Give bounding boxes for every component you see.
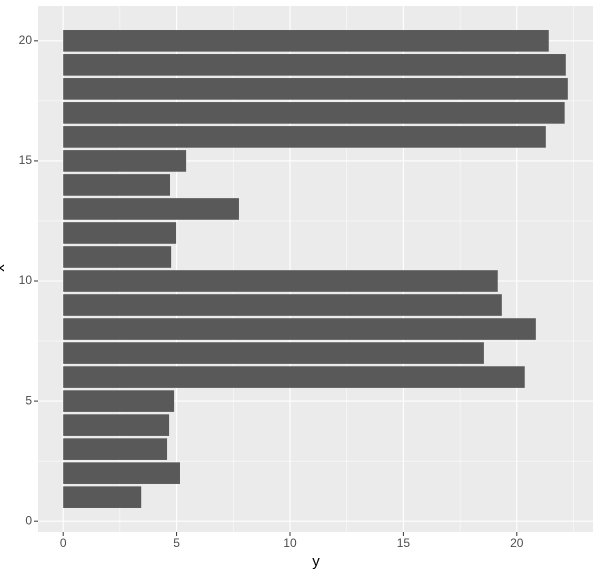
x-tick-label: 5 bbox=[173, 536, 180, 550]
bars bbox=[63, 30, 568, 508]
x-tick-label: 0 bbox=[60, 536, 67, 550]
x-axis-title: y bbox=[312, 553, 320, 570]
bar bbox=[63, 246, 172, 268]
bar bbox=[63, 366, 525, 388]
bar bbox=[63, 126, 546, 148]
x-tick-label: 15 bbox=[397, 536, 411, 550]
bar bbox=[63, 78, 568, 100]
bar bbox=[63, 486, 142, 508]
y-tick-label: 0 bbox=[25, 513, 32, 527]
bar bbox=[63, 198, 239, 220]
bar bbox=[63, 222, 177, 244]
bar bbox=[63, 390, 175, 412]
bar bbox=[63, 174, 171, 196]
bar bbox=[63, 294, 502, 316]
x-tick-label: 10 bbox=[283, 536, 297, 550]
bar bbox=[63, 438, 168, 460]
bar bbox=[63, 414, 170, 436]
bar bbox=[63, 462, 180, 484]
bar bbox=[63, 270, 498, 292]
bar bbox=[63, 54, 566, 76]
y-tick-label: 20 bbox=[19, 33, 33, 47]
bar bbox=[63, 342, 484, 364]
y-tick-label: 10 bbox=[19, 273, 33, 287]
bar bbox=[63, 150, 187, 172]
bar bbox=[63, 30, 549, 52]
bar bbox=[63, 318, 536, 340]
bar bbox=[63, 102, 565, 124]
y-axis-title: x bbox=[0, 264, 8, 272]
y-tick-label: 5 bbox=[25, 393, 32, 407]
y-tick-label: 15 bbox=[19, 153, 33, 167]
x-tick-label: 20 bbox=[510, 536, 524, 550]
